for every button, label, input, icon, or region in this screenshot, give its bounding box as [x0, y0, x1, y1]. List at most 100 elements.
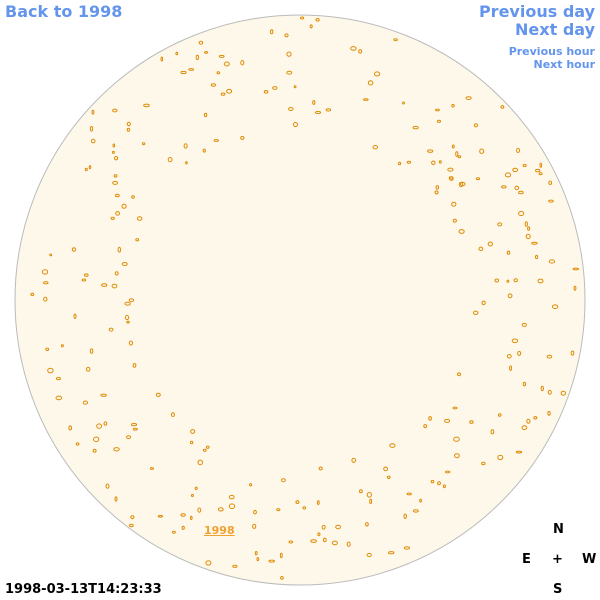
contour [507, 293, 513, 299]
contour [331, 540, 338, 546]
contour [232, 564, 238, 568]
contour [447, 167, 454, 172]
contour [398, 161, 402, 166]
contour [302, 506, 307, 510]
contour [423, 424, 428, 429]
timestamp: 1998-03-13T14:23:33 [5, 582, 162, 597]
contour [481, 461, 486, 466]
contour [96, 423, 102, 429]
previous-day-link[interactable]: Previous day [478, 2, 595, 21]
next-hour-link[interactable]: Next hour [533, 58, 596, 71]
contour [518, 210, 525, 217]
contour [300, 16, 305, 20]
contour [517, 350, 522, 356]
contour [190, 494, 194, 497]
contour [202, 448, 207, 452]
contour [438, 160, 442, 164]
contour [91, 109, 95, 115]
contour [363, 98, 369, 101]
contour [268, 559, 276, 563]
previous-hour-link[interactable]: Previous hour [508, 45, 595, 58]
contour [128, 523, 134, 528]
contour [497, 413, 502, 417]
contour [527, 226, 531, 231]
contour [533, 416, 538, 420]
contour [367, 80, 374, 86]
contour [108, 327, 114, 332]
contour [427, 149, 434, 153]
contour [126, 127, 131, 132]
contour [124, 301, 131, 306]
contour [188, 68, 195, 71]
contour [88, 165, 92, 170]
contour [101, 283, 108, 287]
contour [406, 492, 412, 496]
compass-west: W [582, 552, 597, 567]
contour [89, 126, 94, 132]
contour [263, 90, 269, 94]
contour [114, 193, 120, 198]
contour [437, 481, 441, 486]
contour [435, 108, 440, 112]
contour [548, 199, 554, 203]
contour [128, 298, 135, 303]
contour [501, 185, 507, 189]
contour [469, 420, 474, 424]
contour [318, 466, 323, 471]
contour [183, 143, 188, 149]
contour [84, 273, 89, 277]
contour [512, 167, 519, 173]
contour [135, 238, 140, 242]
contour [511, 338, 519, 344]
contour [121, 203, 127, 209]
contour [506, 354, 512, 359]
contour [522, 381, 527, 387]
contour [449, 176, 454, 181]
contour [458, 229, 465, 234]
contour [143, 103, 150, 108]
contour [387, 475, 391, 479]
contour [202, 148, 206, 153]
back-link[interactable]: Back to 1998 [5, 2, 123, 21]
contour [526, 418, 531, 424]
contour [256, 557, 260, 562]
contour [453, 436, 460, 442]
contour [350, 46, 357, 51]
contour [365, 522, 369, 527]
contour [494, 278, 500, 283]
contour [437, 119, 441, 123]
contour [220, 92, 226, 96]
contour [195, 54, 200, 61]
next-day-link[interactable]: Next day [515, 20, 595, 39]
contour [55, 395, 63, 401]
contour [276, 508, 281, 512]
contour [112, 108, 118, 113]
contour [560, 390, 566, 396]
contour [431, 160, 436, 166]
contour [49, 253, 53, 257]
year-link[interactable]: 1998 [204, 524, 235, 537]
contour [346, 541, 351, 547]
contour [181, 525, 185, 530]
contour [430, 479, 435, 484]
contour [547, 389, 552, 395]
contour [573, 285, 577, 291]
contour [288, 107, 294, 111]
contour [272, 86, 278, 90]
contour [513, 278, 518, 283]
compass-east: E [522, 552, 531, 567]
contour [540, 385, 544, 392]
contour [537, 278, 544, 284]
contour [89, 348, 94, 354]
contour [281, 478, 286, 483]
contour [481, 300, 486, 306]
contour [454, 453, 460, 459]
contour [479, 148, 485, 154]
contour [451, 144, 455, 149]
contour [197, 459, 204, 466]
contour [128, 340, 133, 346]
contour [572, 267, 579, 271]
contour [325, 108, 332, 112]
contour [444, 418, 451, 423]
contour [412, 125, 419, 130]
